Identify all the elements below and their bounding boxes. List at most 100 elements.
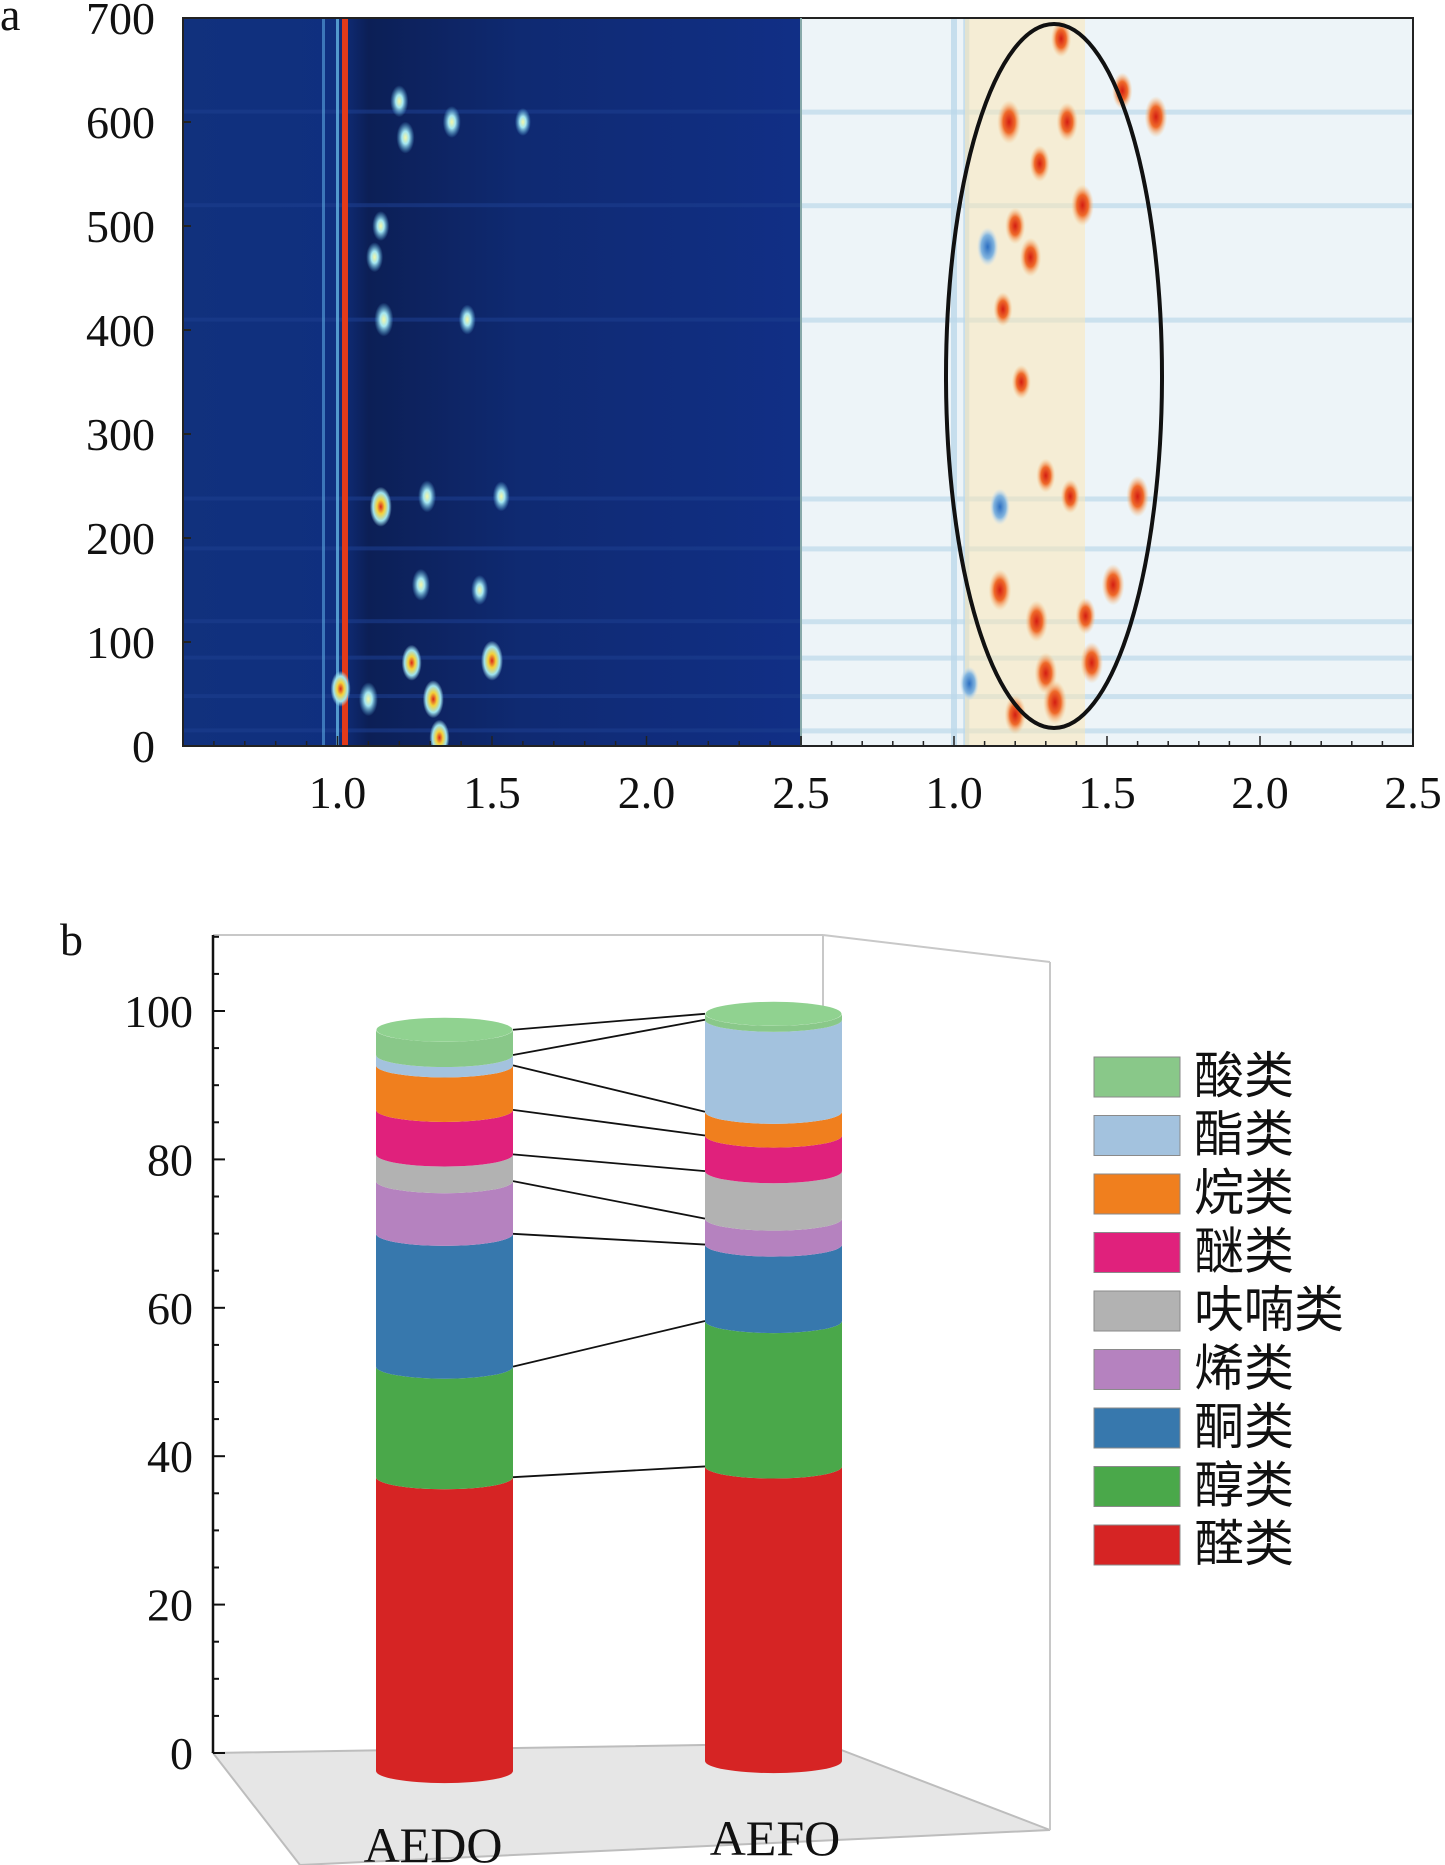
heatmap-right-spot bbox=[1126, 475, 1149, 518]
heatmap-right-x-tick-label: 2.5 bbox=[1384, 767, 1442, 818]
heatmap-left-stripe bbox=[183, 496, 801, 501]
heatmap-right-stripe bbox=[801, 655, 1413, 661]
heatmap-left-stripe bbox=[183, 619, 801, 624]
bar-connector bbox=[512, 1018, 706, 1056]
heatmap-left-reference-line bbox=[342, 18, 348, 746]
bar-segment-aefo-6 bbox=[705, 1111, 842, 1148]
heatmap-y-tick-label: 300 bbox=[86, 409, 155, 460]
heatmap-left-spot bbox=[429, 719, 450, 746]
bar-segment-aefo-8 bbox=[705, 1013, 842, 1032]
heatmap-right-stripe bbox=[801, 496, 1413, 502]
heatmap-y-tick-label: 700 bbox=[86, 0, 155, 44]
heatmap-right-spot bbox=[1011, 364, 1031, 400]
bar-connector bbox=[512, 1012, 706, 1031]
heatmap-right-stripe bbox=[801, 728, 1413, 734]
heatmap-right-spot bbox=[989, 488, 1011, 526]
heatmap-left-x-tick-label: 1.0 bbox=[309, 767, 367, 818]
bar-connector bbox=[512, 1232, 706, 1246]
bar-segment-aefo-0 bbox=[705, 1466, 842, 1774]
heatmap-right-spot bbox=[1101, 564, 1125, 606]
heatmap-right-spot bbox=[1075, 597, 1096, 635]
legend-label: 醚类 bbox=[1194, 1224, 1294, 1280]
heatmap-right-spot bbox=[993, 292, 1013, 327]
heatmap-left-reference-glow bbox=[336, 18, 339, 746]
heatmap-right-stripe bbox=[801, 546, 1413, 552]
heatmap-left-spot bbox=[374, 302, 394, 337]
heatmap-left-spot bbox=[369, 486, 392, 527]
bar3d-y-tick-label: 60 bbox=[147, 1283, 193, 1334]
heatmap-left-spot bbox=[372, 211, 390, 241]
legend-label: 烷类 bbox=[1194, 1165, 1294, 1221]
bar3d-box bbox=[210, 934, 1051, 1865]
heatmap-left-spot bbox=[411, 568, 430, 601]
bar-connector bbox=[512, 1180, 706, 1220]
legend-label: 酮类 bbox=[1194, 1399, 1294, 1455]
bar-segment-aefo-3 bbox=[705, 1218, 842, 1257]
heatmap-right-spot bbox=[1144, 96, 1168, 138]
bar3d-bars bbox=[376, 1001, 842, 1784]
heatmap-right-spots bbox=[959, 20, 1168, 735]
heatmap-right-x-tick-label: 2.0 bbox=[1231, 767, 1289, 818]
heatmap-y-axis: 0 100 200 300 400 500 600 700 bbox=[86, 0, 191, 772]
bar-segment-aedo-6 bbox=[376, 1065, 513, 1122]
heatmap-right-stripe bbox=[801, 109, 1413, 115]
heatmap-left-spot bbox=[422, 680, 444, 719]
heatmap-right-stripe bbox=[801, 317, 1413, 323]
panel-label-a: a bbox=[0, 0, 20, 40]
heatmap-left-stripe bbox=[183, 317, 801, 322]
heatmap-right-x-tick-label: 1.5 bbox=[1078, 767, 1136, 818]
legend-label: 烯类 bbox=[1194, 1341, 1294, 1397]
heatmap-left-stripe bbox=[183, 546, 801, 551]
heatmap-left-spot bbox=[366, 242, 384, 273]
legend-swatch bbox=[1093, 1290, 1181, 1332]
heatmap-y-tick-label: 100 bbox=[86, 617, 155, 668]
category-label-aedo: AEDO bbox=[364, 1817, 503, 1865]
heatmap-left-spot bbox=[396, 121, 415, 154]
legend-swatch bbox=[1093, 1466, 1181, 1507]
bar-connector bbox=[512, 1064, 706, 1113]
heatmap-right bbox=[801, 18, 1413, 746]
heatmap-left-stripe bbox=[183, 109, 801, 114]
legend-swatch bbox=[1093, 1232, 1181, 1273]
heatmap-left-spot bbox=[401, 644, 422, 681]
heatmap-right-stripe bbox=[801, 619, 1413, 625]
heatmap-right-spot bbox=[959, 666, 979, 701]
bar-segment-aefo-5 bbox=[705, 1135, 842, 1184]
category-label-aefo: AEFO bbox=[710, 1810, 841, 1865]
heatmap-right-spot bbox=[1050, 20, 1072, 58]
heatmap-left-stripe bbox=[183, 694, 801, 699]
bar-connector bbox=[512, 1153, 706, 1173]
bar3d-y-axis: 0 20 40 60 80 100 bbox=[124, 935, 225, 1779]
heatmap-left-x-tick-label: 2.0 bbox=[618, 767, 676, 818]
heatmap-right-spot bbox=[988, 569, 1012, 611]
heatmap-right-spot bbox=[1071, 184, 1094, 226]
bar-segment-aedo-5 bbox=[376, 1109, 513, 1167]
heatmap-y-tick-label: 0 bbox=[132, 721, 155, 772]
heatmap-left-stripe bbox=[183, 728, 801, 733]
legend-swatch bbox=[1093, 1173, 1181, 1215]
heatmap-right-spot bbox=[1056, 102, 1079, 142]
legend-swatch bbox=[1093, 1524, 1181, 1566]
heatmap-right-column bbox=[951, 18, 957, 746]
heatmap-right-spot bbox=[1042, 680, 1067, 725]
bar3d-y-tick-label: 0 bbox=[170, 1728, 193, 1779]
bar3d-y-tick-label: 80 bbox=[147, 1134, 193, 1185]
panel-label-b: b bbox=[60, 914, 83, 965]
heatmap-right-spot bbox=[1029, 145, 1050, 183]
bar-segment-aedo-3 bbox=[376, 1181, 513, 1246]
bar-segment-aedo-1 bbox=[376, 1366, 513, 1490]
heatmap-right-spot bbox=[1080, 642, 1104, 684]
bar-segment-aedo-0 bbox=[376, 1477, 513, 1784]
highlight-ellipse bbox=[944, 22, 1164, 730]
legend-swatch bbox=[1093, 1056, 1181, 1098]
bar-segment-aefo-2 bbox=[705, 1244, 842, 1334]
heatmap-left-spot bbox=[390, 85, 409, 118]
heatmap-right-spot bbox=[976, 227, 999, 267]
heatmap-left-spot bbox=[492, 481, 510, 512]
heatmap-right-spot bbox=[997, 100, 1022, 144]
heatmap-x-axis: 1.0 1.5 2.0 2.5 1.0 1.5 2.0 2.5 bbox=[182, 736, 1442, 818]
bar3d-connectors bbox=[512, 1012, 706, 1479]
bar3d-y-tick-label: 100 bbox=[124, 986, 193, 1037]
heatmap-right-spot bbox=[1004, 695, 1026, 735]
